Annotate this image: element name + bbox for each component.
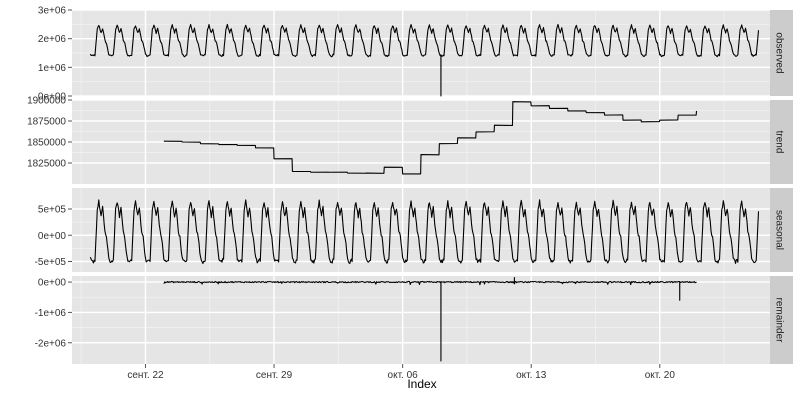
strip-background [770, 276, 793, 364]
strip-label-remainder: remainder [773, 297, 784, 343]
x-axis: сент. 22 сент. 29 окт. 06 окт. 13 окт. 20 [127, 364, 675, 381]
y-tick-label: 1850000 [27, 138, 66, 149]
series-line-observed [89, 23, 760, 97]
strip-label-seasonal: seasonal [773, 210, 784, 250]
y-tick-label: 1e+06 [38, 63, 67, 74]
panels-layer: observed 0e+00 1e+06 2e+06 3e+06 trend 1825000… [27, 6, 793, 364]
y-tick-label: -5e+05 [35, 257, 67, 268]
strip-background [770, 100, 793, 184]
y-tick-label: 0e+00 [38, 231, 67, 242]
y-tick-label: 3e+06 [38, 6, 67, 17]
y-tick-label: 1825000 [27, 159, 66, 170]
x-axis-title: Index [407, 377, 436, 391]
panel-trend: trend 1825000 1850000 1875000 1900000 [27, 96, 793, 184]
y-tick-label: -1e+06 [35, 308, 67, 319]
panel-seasonal: seasonal -5e+05 0e+00 5e+05 [35, 188, 793, 272]
panel-background [72, 276, 770, 364]
y-tick-label: 2e+06 [38, 34, 67, 45]
x-tick-label: окт. 20 [645, 370, 676, 381]
x-tick-label: окт. 06 [388, 370, 419, 381]
x-tick-label: сент. 29 [256, 370, 293, 381]
y-tick-label: -2e+06 [35, 338, 67, 349]
series-line-trend [163, 101, 698, 175]
y-tick-label: 1900000 [27, 96, 66, 107]
series-line-seasonal [89, 199, 760, 265]
strip-background [770, 10, 793, 96]
x-tick-label: окт. 13 [516, 370, 547, 381]
y-tick-label: 0e+00 [38, 92, 67, 103]
y-tick-label: 0e+00 [38, 278, 67, 289]
x-tick-label: сент. 22 [127, 370, 164, 381]
y-tick-label: 1875000 [27, 117, 66, 128]
strip-background [770, 188, 793, 272]
strip-label-observed: observed [773, 32, 784, 73]
panel-remainder: remainder -2e+06 -1e+06 0e+00 [35, 276, 793, 364]
series-line-remainder [163, 276, 697, 362]
panel-observed: observed 0e+00 1e+06 2e+06 3e+06 [38, 6, 793, 103]
y-tick-label: 5e+05 [38, 205, 67, 216]
strip-label-trend: trend [773, 131, 784, 154]
